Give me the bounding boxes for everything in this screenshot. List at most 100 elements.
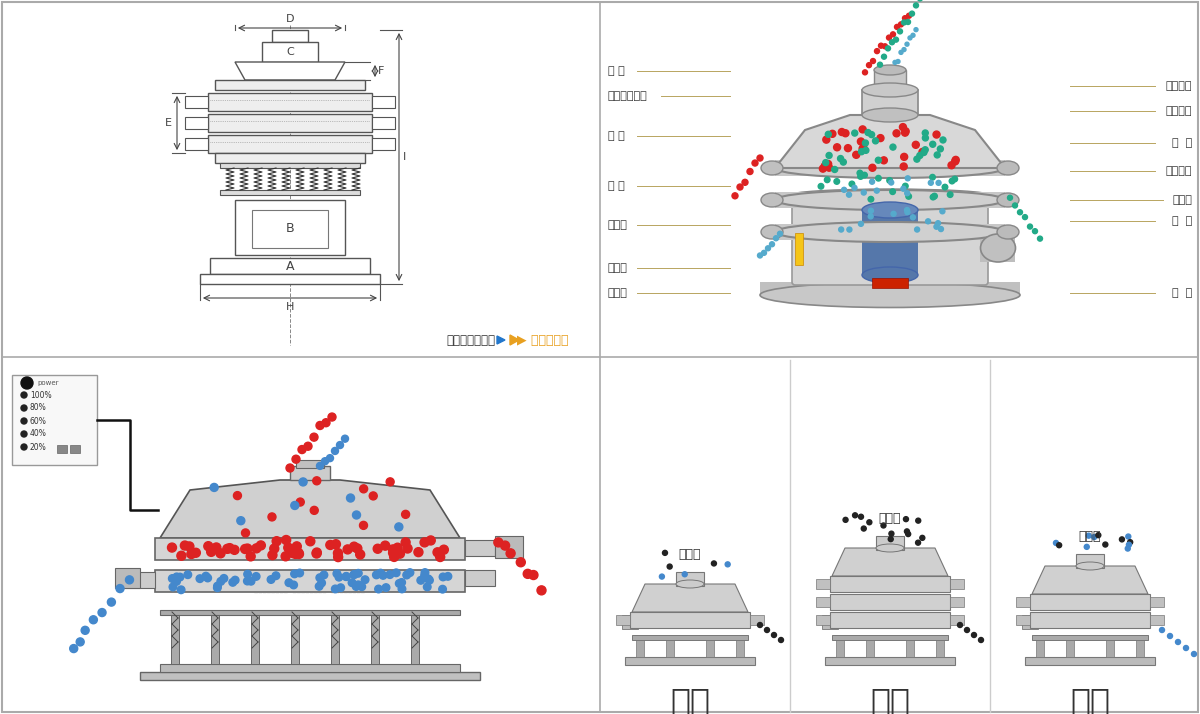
Circle shape [818, 183, 823, 189]
Circle shape [916, 518, 920, 523]
Circle shape [746, 169, 754, 174]
Circle shape [328, 413, 336, 421]
Text: 100%: 100% [30, 391, 52, 400]
Circle shape [204, 542, 212, 550]
Circle shape [425, 575, 432, 583]
Bar [1032, 635, 1148, 640]
Circle shape [1159, 628, 1164, 633]
Circle shape [860, 145, 868, 152]
Circle shape [283, 543, 293, 552]
Bar [155, 570, 466, 592]
Text: A: A [286, 259, 294, 273]
Circle shape [306, 537, 314, 545]
Polygon shape [1032, 566, 1148, 594]
Circle shape [890, 189, 895, 194]
Circle shape [890, 144, 896, 150]
Polygon shape [160, 480, 460, 538]
Circle shape [282, 536, 290, 545]
Circle shape [1103, 542, 1108, 547]
Bar [211, 612, 220, 664]
Circle shape [821, 162, 828, 169]
Circle shape [392, 569, 400, 577]
Bar [466, 570, 496, 586]
Circle shape [929, 181, 934, 186]
Circle shape [360, 485, 367, 493]
Circle shape [1038, 236, 1043, 241]
Circle shape [76, 638, 84, 646]
Circle shape [901, 186, 906, 191]
Circle shape [390, 553, 398, 561]
Bar [816, 597, 830, 607]
Bar [632, 635, 748, 640]
Text: 80%: 80% [30, 403, 47, 413]
Bar [736, 637, 744, 657]
Circle shape [398, 578, 406, 586]
Circle shape [316, 583, 323, 590]
Text: 进料口: 进料口 [608, 288, 628, 298]
Circle shape [900, 124, 906, 131]
Circle shape [1128, 540, 1133, 545]
Circle shape [414, 548, 422, 557]
Text: 40%: 40% [30, 430, 47, 438]
Circle shape [875, 49, 880, 54]
Bar [706, 637, 714, 657]
Circle shape [889, 180, 894, 185]
Circle shape [180, 541, 190, 550]
Circle shape [268, 550, 277, 560]
Circle shape [331, 540, 341, 549]
Text: D: D [286, 14, 294, 24]
Ellipse shape [775, 190, 1006, 210]
Circle shape [22, 377, 34, 389]
Circle shape [296, 569, 304, 577]
Bar [125, 572, 155, 588]
Circle shape [252, 544, 260, 553]
Circle shape [242, 544, 252, 553]
Circle shape [168, 575, 176, 583]
Circle shape [416, 576, 425, 584]
Circle shape [220, 575, 228, 582]
Circle shape [881, 523, 886, 528]
Circle shape [844, 518, 848, 523]
Ellipse shape [876, 544, 904, 552]
Circle shape [902, 48, 906, 51]
Circle shape [923, 147, 929, 153]
Circle shape [358, 583, 366, 590]
Bar [496, 536, 523, 558]
Circle shape [923, 130, 929, 136]
Circle shape [216, 549, 226, 558]
Circle shape [396, 580, 403, 587]
Circle shape [919, 149, 926, 156]
Circle shape [937, 146, 943, 152]
Text: 振动电机: 振动电机 [1165, 106, 1192, 116]
Bar [866, 637, 874, 657]
Circle shape [394, 543, 402, 552]
Circle shape [506, 549, 515, 558]
Bar [1016, 615, 1030, 625]
Polygon shape [235, 62, 346, 80]
Circle shape [887, 35, 892, 40]
Circle shape [373, 544, 383, 553]
Bar [185, 138, 208, 150]
Circle shape [176, 573, 184, 581]
Bar [155, 538, 466, 560]
Text: C: C [286, 47, 294, 57]
Circle shape [862, 172, 868, 178]
Circle shape [317, 463, 324, 469]
Circle shape [424, 583, 431, 590]
Circle shape [1054, 540, 1058, 545]
Bar [272, 30, 308, 42]
Circle shape [421, 569, 428, 576]
Ellipse shape [980, 234, 1015, 262]
Circle shape [850, 181, 854, 187]
Circle shape [433, 548, 442, 557]
Circle shape [298, 446, 306, 453]
Circle shape [22, 444, 28, 450]
Circle shape [887, 178, 893, 183]
Circle shape [890, 32, 895, 37]
Circle shape [22, 418, 28, 424]
Text: ▶ 结构示意图: ▶ 结构示意图 [517, 333, 569, 346]
Bar [622, 615, 638, 629]
Bar [625, 657, 755, 665]
Circle shape [396, 549, 404, 558]
Circle shape [296, 498, 305, 506]
